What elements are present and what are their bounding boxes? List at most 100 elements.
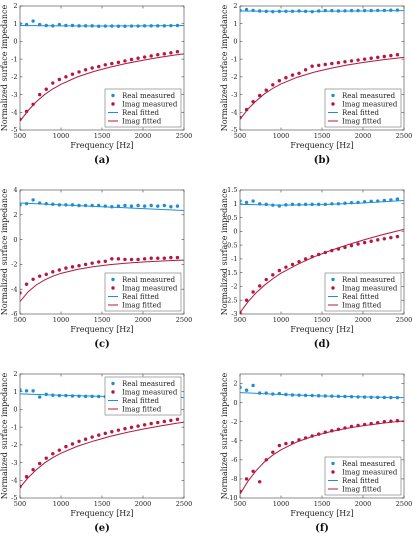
- y-tick-label: 2: [233, 2, 237, 10]
- imag-measured-point: [24, 282, 29, 286]
- imag-measured-point: [44, 456, 48, 460]
- chart-panel: 500 1000 1500 2000 2500 -5 -4 -3 -2 -1 0 1 2 Frequenc…: [0, 370, 192, 534]
- real-measured-point: [129, 204, 134, 208]
- imag-measured-point: [44, 272, 48, 277]
- plot-area: [19, 189, 185, 315]
- real-fitted-line: [20, 24, 184, 27]
- y-tick-label: 0: [13, 236, 17, 244]
- y-tick-label: -5: [231, 126, 237, 134]
- y-tick-label: 0: [233, 399, 237, 407]
- real-measured-point: [20, 22, 22, 26]
- imag-measured-point: [97, 64, 101, 69]
- imag-measured-point: [142, 257, 147, 261]
- imag-measured-point: [123, 59, 127, 63]
- imag-measured-point: [70, 265, 75, 269]
- plot-series-group: [240, 197, 404, 314]
- imag-measured-point: [310, 64, 314, 68]
- real-measured-point: [244, 388, 249, 392]
- imag-measured-point: [376, 55, 380, 60]
- imag-measured-point: [284, 76, 288, 80]
- x-axis-label: Frequency [Hz]: [290, 141, 353, 150]
- imag-measured-point: [162, 419, 167, 424]
- legend-marker-real-measured: [111, 381, 115, 386]
- imag-measured-point: [83, 437, 88, 441]
- imag-measured-point: [70, 72, 75, 76]
- imag-measured-point: [349, 243, 354, 248]
- legend-label: Imag measured: [342, 100, 398, 108]
- y-tick-label: -6: [231, 456, 237, 464]
- imag-measured-point: [356, 58, 360, 62]
- imag-measured-point: [395, 234, 400, 239]
- legend-label: Real measured: [342, 460, 396, 468]
- y-tick-label: -3: [11, 459, 17, 467]
- y-tick-label: 2: [233, 380, 237, 388]
- chart-panel: 500 1000 1500 2000 2500 -5 -4 -3 -2 -1 0 1 2 Frequenc…: [220, 2, 412, 166]
- real-measured-point: [264, 202, 268, 207]
- panel-label: (b): [314, 155, 330, 166]
- real-measured-point: [149, 203, 153, 208]
- x-tick-label: 2500: [176, 132, 193, 140]
- imag-measured-point: [64, 444, 68, 449]
- x-tick-label: 2500: [396, 500, 412, 508]
- imag-measured-point: [257, 284, 262, 288]
- imag-measured-point: [303, 68, 308, 72]
- imag-measured-point: [257, 93, 262, 98]
- imag-measured-point: [90, 261, 94, 265]
- imag-measured-point: [251, 290, 255, 294]
- imag-measured-point: [136, 56, 140, 60]
- imag-measured-point: [116, 60, 121, 65]
- real-measured-point: [240, 385, 242, 390]
- imag-measured-point: [103, 431, 107, 436]
- imag-measured-point: [123, 427, 127, 431]
- y-tick-label: -4: [231, 108, 237, 116]
- imag-measured-point: [244, 477, 249, 481]
- imag-measured-point: [110, 61, 114, 66]
- legend-marker-real-measured: [331, 461, 335, 466]
- imag-measured-point: [129, 57, 134, 62]
- x-tick-label: 2500: [396, 132, 412, 140]
- imag-measured-point: [343, 60, 347, 64]
- imag-measured-point: [362, 240, 367, 245]
- imag-measured-point: [271, 83, 275, 87]
- imag-measured-point: [376, 238, 380, 242]
- x-tick-label: 1500: [94, 132, 111, 140]
- real-measured-point: [142, 204, 147, 208]
- imag-measured-point: [264, 277, 268, 282]
- legend-label: Real measured: [122, 92, 176, 100]
- real-measured-point: [156, 204, 160, 208]
- y-axis-label: Normalized surface impedance: [220, 188, 229, 315]
- chart-panel: 500 1000 1500 2000 2500 -5 -4 -3 -2 -1 0 1 2 Frequenc…: [0, 2, 192, 166]
- x-tick-label: 500: [14, 500, 26, 508]
- legend-marker-imag-measured: [331, 470, 335, 474]
- imag-measured-point: [110, 430, 114, 434]
- imag-measured-point: [77, 439, 81, 444]
- imag-measured-point: [37, 461, 42, 466]
- panel-label: (f): [315, 523, 329, 534]
- legend-label: Real measured: [342, 276, 396, 284]
- x-tick-label: 2000: [135, 500, 152, 508]
- plot-series-group: [240, 7, 404, 120]
- legend-label: Real fitted: [342, 109, 379, 117]
- imag-measured-point: [244, 298, 249, 302]
- y-tick-label: -1: [231, 55, 237, 63]
- real-measured-point: [169, 205, 173, 209]
- legend-label: Real fitted: [122, 109, 159, 117]
- legend-label: Imag fitted: [122, 405, 162, 413]
- y-tick-label: -0.5: [225, 241, 238, 249]
- y-axis-label: Normalized surface impedance: [0, 188, 9, 315]
- x-tick-label: 1000: [53, 316, 70, 324]
- legend-marker-imag-measured: [331, 286, 335, 290]
- imag-measured-point: [90, 435, 94, 439]
- real-measured-point: [175, 204, 180, 208]
- imag-measured-point: [169, 255, 173, 260]
- real-measured-point: [251, 8, 255, 13]
- imag-measured-point: [149, 421, 153, 426]
- legend-label: Imag fitted: [342, 117, 382, 125]
- legend-label: Imag measured: [122, 388, 178, 396]
- y-tick-label: 2: [13, 2, 17, 10]
- real-measured-point: [395, 197, 400, 201]
- imag-measured-point: [31, 102, 35, 107]
- imag-measured-point: [277, 268, 282, 273]
